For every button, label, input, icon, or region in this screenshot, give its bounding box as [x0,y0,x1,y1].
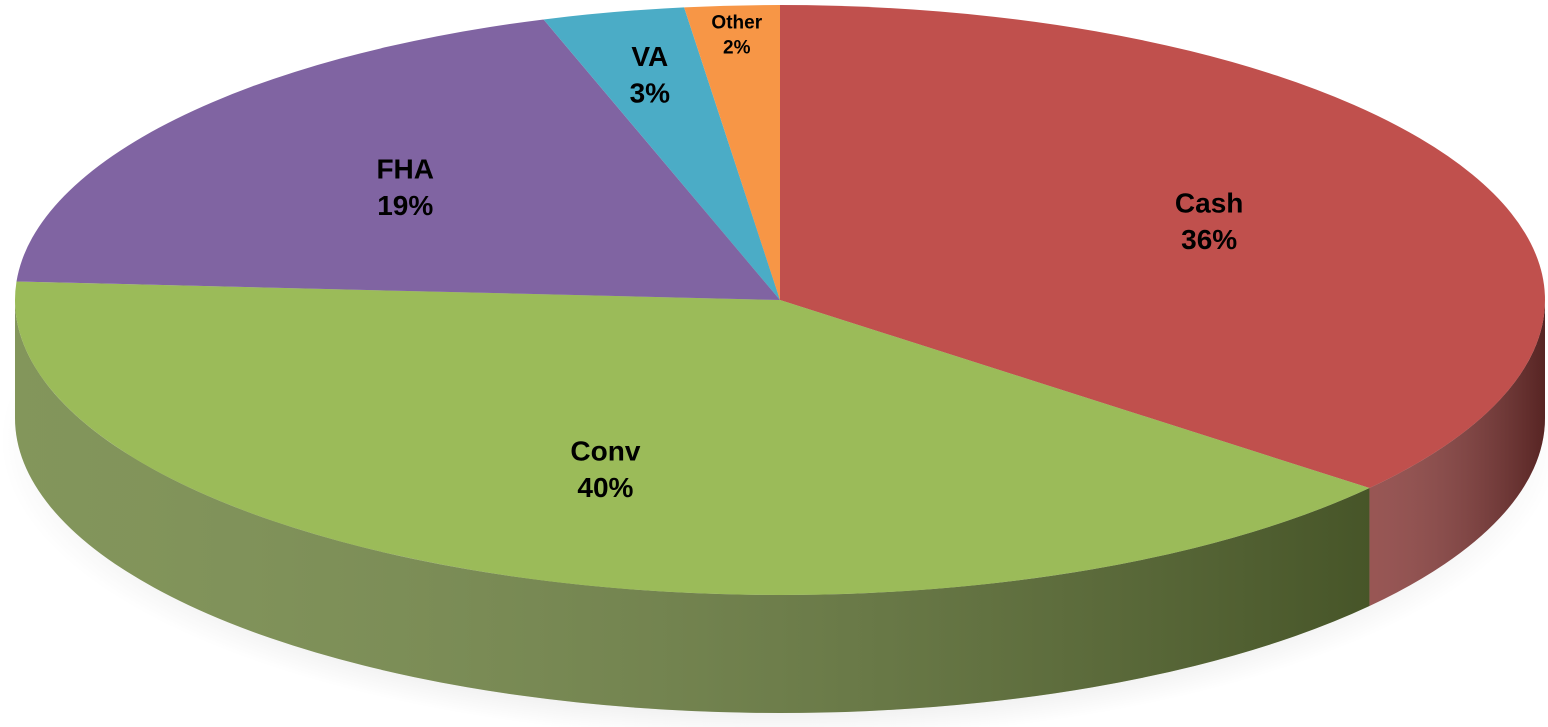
value-label: 2% [723,37,751,58]
slice-side-shade [1369,300,1545,607]
slice [543,7,780,300]
slice-side-shade [15,300,1370,713]
category-label: Other [711,13,762,34]
slice [16,19,781,301]
category-label: Cash [1175,188,1243,219]
slice [780,5,1545,489]
slice [15,281,1370,595]
slice [684,5,780,300]
value-label: 19% [377,190,433,221]
value-label: 3% [630,77,671,108]
category-label: VA [631,41,668,72]
category-label: Conv [570,436,640,467]
value-label: 36% [1181,224,1237,255]
value-label: 40% [577,472,633,503]
category-label: FHA [376,153,434,184]
